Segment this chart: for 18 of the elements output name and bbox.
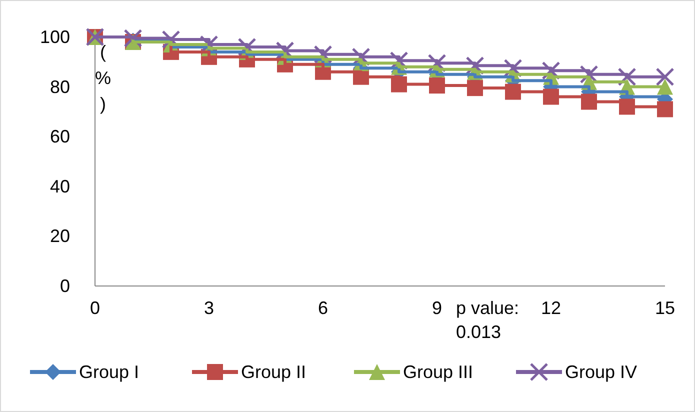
y-tick-label: 20 [50,226,70,246]
y-tick-label: 100 [40,27,70,47]
legend-label: Group III [403,362,474,382]
y-axis-title: (%) [93,42,113,120]
x-tick-label: 0 [90,298,100,318]
text: p value: 0.013 [456,298,520,342]
legend-label: Group IV [565,362,638,382]
y-tick-label: 60 [50,126,70,147]
x-tick-label: 6 [318,298,328,318]
legend-label: Group II [241,362,306,382]
x-tick-label: 9 [432,298,442,318]
y-tick-label: 40 [50,176,70,196]
x-tick-label: 3 [204,298,214,318]
y-tick-label: 80 [50,76,70,97]
legend-label: Group I [79,362,140,382]
x-tick-label: 12 [540,298,562,318]
y-tick-label: 0 [60,276,70,296]
x-tick-label: 15 [654,298,676,318]
